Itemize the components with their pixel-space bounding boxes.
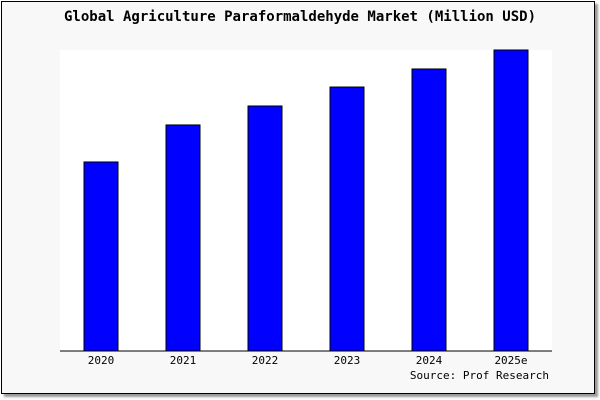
- bar-2021: [165, 124, 201, 352]
- bar-2025e: [493, 49, 529, 352]
- x-tick-label: 2024: [416, 354, 443, 367]
- x-tick-label: 2022: [252, 354, 279, 367]
- bar-2022: [247, 105, 283, 352]
- bar-2023: [329, 86, 365, 352]
- x-tick-label: 2021: [170, 354, 197, 367]
- chart-title: Global Agriculture Paraformaldehyde Mark…: [64, 9, 536, 25]
- bar-2024: [411, 68, 447, 352]
- x-tick-label: 2023: [334, 354, 361, 367]
- x-tick-label: 2025e: [494, 354, 527, 367]
- source-note: Source: Prof Research: [410, 369, 549, 382]
- bar-2020: [83, 161, 119, 352]
- plot-area: [60, 50, 552, 351]
- x-tick-label: 2020: [88, 354, 115, 367]
